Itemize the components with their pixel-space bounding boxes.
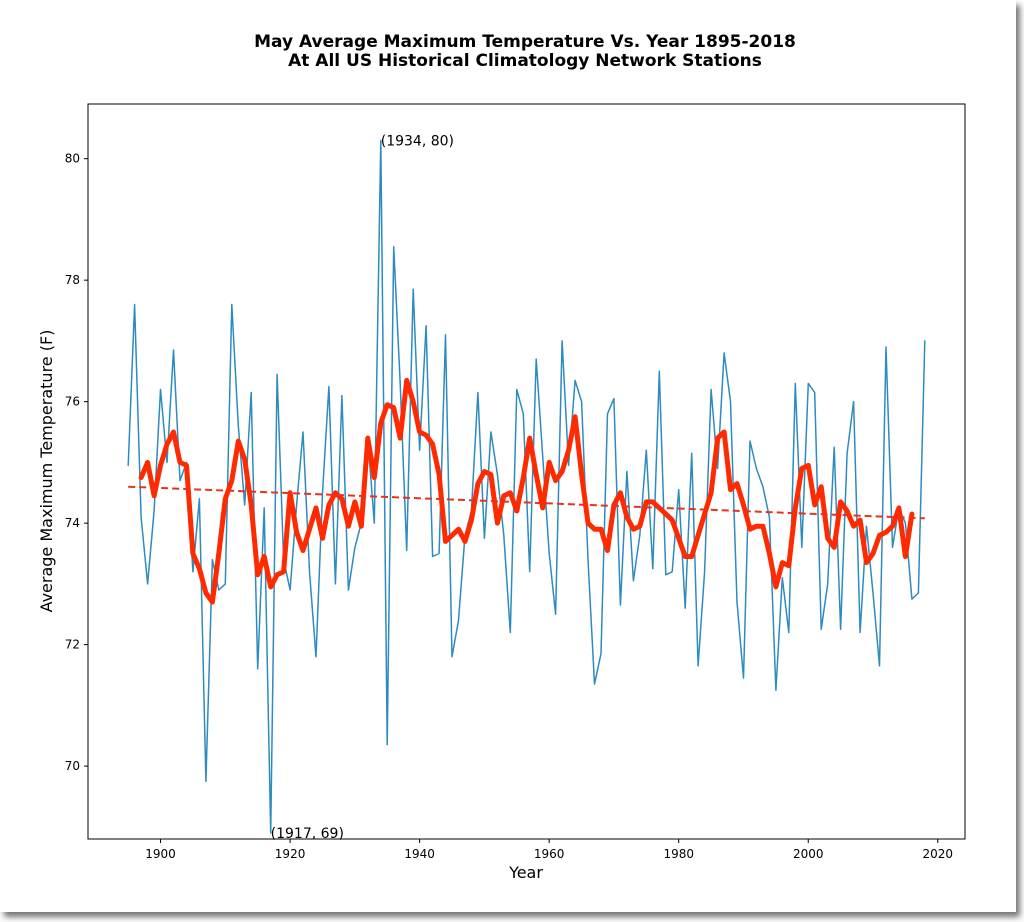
annotation-label: (1917, 69)	[271, 826, 344, 842]
plot-area: 1900 1920 1940 1960 1980 2000 2020 70 72 74 76 78 80…	[65, 103, 966, 861]
annual-series-line	[127, 139, 926, 834]
x-tick-label: 1940	[404, 847, 435, 861]
y-tick-label: 74	[65, 516, 80, 530]
smoothed-series-line	[138, 377, 915, 605]
x-tick-label: 1920	[275, 847, 306, 861]
y-axis-label: Average Maximum Temperature (F)	[37, 330, 56, 613]
chart-subtitle: At All US Historical Climatology Network…	[288, 51, 762, 71]
x-tick-label: 1900	[145, 847, 176, 861]
trend-line	[128, 485, 925, 520]
y-tick-label: 70	[65, 759, 80, 773]
x-tick-label: 2020	[923, 847, 954, 861]
y-tick-label: 72	[65, 638, 80, 652]
annotation-label: (1934, 80)	[381, 133, 454, 149]
x-tick-label: 1980	[663, 847, 694, 861]
chart-title: May Average Maximum Temperature Vs. Year…	[254, 32, 796, 52]
y-tick-label: 76	[65, 395, 80, 409]
y-tick-label: 78	[65, 273, 80, 287]
x-tick-label: 2000	[793, 847, 824, 861]
x-tick-label: 1960	[534, 847, 565, 861]
x-axis-label: Year	[508, 863, 543, 882]
y-tick-label: 80	[65, 152, 80, 166]
plot-frame	[87, 103, 966, 840]
